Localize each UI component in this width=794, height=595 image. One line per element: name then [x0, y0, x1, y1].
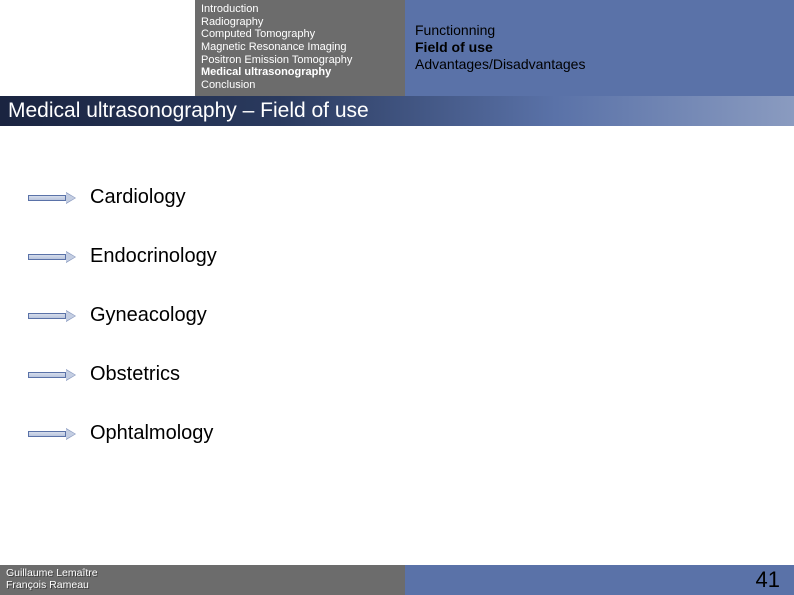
outline-item: Radiography	[201, 16, 399, 29]
page-number: 41	[756, 567, 780, 593]
bullet-row: Gyneacology	[28, 304, 794, 327]
bullet-row: Endocrinology	[28, 245, 794, 268]
outline-item-active: Medical ultrasonography	[201, 66, 399, 79]
bullet-row: Obstetrics	[28, 363, 794, 386]
bullet-text: Gyneacology	[90, 304, 207, 327]
outline-item: Conclusion	[201, 79, 399, 92]
bullet-row: Ophtalmology	[28, 422, 794, 445]
subnav-item: Functionning	[415, 22, 784, 39]
subnav-item: Advantages/Disadvantages	[415, 56, 784, 73]
outline-item: Positron Emission Tomography	[201, 54, 399, 67]
arrow-icon	[28, 428, 76, 440]
bullet-text: Cardiology	[90, 186, 186, 209]
author-line: François Rameau	[6, 579, 399, 591]
authors: Guillaume Lemaître François Rameau	[0, 565, 405, 595]
content-area: Cardiology Endocrinology Gyneacology Obs…	[0, 126, 794, 445]
bullet-text: Endocrinology	[90, 245, 217, 268]
bullet-text: Obstetrics	[90, 363, 180, 386]
slide-title: Medical ultrasonography – Field of use	[0, 96, 794, 126]
outline-nav: Introduction Radiography Computed Tomogr…	[195, 0, 405, 96]
outline-item: Introduction	[201, 3, 399, 16]
outline-item: Computed Tomography	[201, 28, 399, 41]
author-line: Guillaume Lemaître	[6, 567, 399, 579]
outline-item: Magnetic Resonance Imaging	[201, 41, 399, 54]
arrow-icon	[28, 369, 76, 381]
arrow-icon	[28, 310, 76, 322]
subnav-item-active: Field of use	[415, 39, 784, 56]
arrow-icon	[28, 192, 76, 204]
arrow-icon	[28, 251, 76, 263]
footer: Guillaume Lemaître François Rameau 41	[0, 565, 794, 595]
header-blank	[0, 0, 195, 96]
subnav: Functionning Field of use Advantages/Dis…	[405, 0, 794, 96]
bullet-text: Ophtalmology	[90, 422, 213, 445]
header: Introduction Radiography Computed Tomogr…	[0, 0, 794, 96]
footer-right: 41	[405, 565, 794, 595]
bullet-row: Cardiology	[28, 186, 794, 209]
